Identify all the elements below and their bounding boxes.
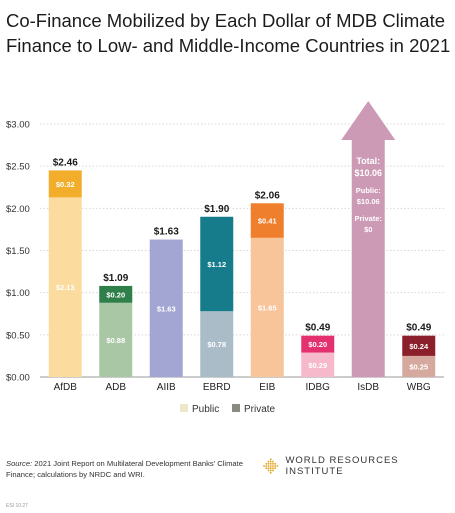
isdb-total-label: Total: — [356, 156, 380, 166]
wri-logo-text: WORLD RESOURCES INSTITUTE — [285, 455, 455, 477]
source-label: Source: — [6, 459, 32, 468]
x-category-label: ADB — [105, 382, 126, 393]
y-tick-label: $3.00 — [6, 120, 30, 131]
isdb-total-value: $10.06 — [354, 168, 382, 178]
y-axis-ticks: $0.00 $0.50 $1.00 $1.50 $2.00 $2.50 $3.00 — [6, 120, 30, 384]
data-label-total: $0.49 — [406, 323, 431, 334]
isdb-off-scale-arrow: Total: $10.06 Public: $10.06 Private: $0 — [341, 101, 395, 377]
isdb-public-label: Public: — [356, 186, 381, 195]
y-tick-label: $2.00 — [6, 204, 30, 215]
data-label-public: $0.88 — [106, 336, 125, 345]
x-category-label: WBG — [407, 382, 431, 393]
data-label-public: $0.29 — [308, 361, 327, 370]
legend-swatch-public — [180, 404, 188, 412]
data-label-total: $0.49 — [305, 323, 330, 334]
y-tick-label: $2.50 — [6, 162, 30, 173]
x-category-label: EBRD — [203, 382, 231, 393]
isdb-private-value: $0 — [364, 225, 372, 234]
data-label-private: $0.20 — [308, 340, 327, 349]
y-tick-label: $1.50 — [6, 246, 30, 257]
x-axis-categories: AfDB ADB AIIB EBRD EIB IDBG IsDB WBG — [54, 382, 431, 393]
y-tick-label: $1.00 — [6, 288, 30, 299]
legend: Public Private — [180, 404, 276, 415]
legend-swatch-private — [232, 404, 240, 412]
logo-dot — [272, 467, 274, 469]
logo-dot — [276, 465, 278, 467]
logo-dot — [265, 467, 267, 469]
data-label-public: $2.13 — [56, 283, 75, 292]
data-label-total: $2.06 — [255, 190, 280, 201]
logo-dot — [272, 470, 274, 472]
logo-dot — [272, 465, 274, 467]
data-label-total: $1.63 — [154, 227, 179, 238]
source-text: 2021 Joint Report on Multilateral Develo… — [6, 459, 243, 479]
off-scale-arrow-isdb — [341, 101, 395, 377]
logo-dot — [270, 470, 272, 472]
y-tick-label: $0.50 — [6, 330, 30, 341]
wri-logo-icon — [262, 457, 279, 475]
logo-dot — [270, 472, 272, 474]
logo-dot — [272, 463, 274, 465]
logo-dot — [268, 470, 270, 472]
data-label-total: $1.09 — [103, 273, 128, 284]
data-label-total: $2.46 — [53, 157, 78, 168]
logo-dot — [265, 463, 267, 465]
logo-dot — [268, 461, 270, 463]
wri-logo: WORLD RESOURCES INSTITUTE — [262, 455, 455, 477]
x-category-label: IDBG — [306, 382, 331, 393]
figure-code: ESI 10.27 — [6, 503, 28, 509]
logo-dot — [265, 465, 267, 467]
logo-dot — [263, 465, 265, 467]
data-label-private: $0.41 — [258, 217, 277, 226]
data-label-public: $0.78 — [207, 340, 226, 349]
logo-dot — [268, 465, 270, 467]
logo-dot — [270, 461, 272, 463]
logo-dot — [272, 461, 274, 463]
source-note: Source: 2021 Joint Report on Multilatera… — [6, 458, 256, 480]
isdb-public-value: $10.06 — [357, 197, 380, 206]
data-label-private: $0.20 — [106, 290, 125, 299]
data-label-private: $0.24 — [409, 342, 429, 351]
data-label-total: $1.90 — [204, 204, 229, 215]
data-label-private: $1.12 — [207, 260, 226, 269]
isdb-private-label: Private: — [354, 214, 382, 223]
logo-dot — [270, 463, 272, 465]
y-tick-label: $0.00 — [6, 373, 30, 384]
stacked-bar-chart: $0.00 $0.50 $1.00 $1.50 $2.00 $2.50 $3.00 $2.1… — [0, 0, 455, 440]
x-category-label: IsDB — [357, 382, 379, 393]
logo-dot — [274, 463, 276, 465]
logo-dot — [274, 467, 276, 469]
data-label-public: $1.63 — [157, 304, 176, 313]
logo-dot — [270, 458, 272, 460]
legend-label-private: Private — [244, 404, 276, 415]
x-category-label: AIIB — [157, 382, 176, 393]
data-label-public: $0.25 — [409, 362, 428, 371]
legend-label-public: Public — [192, 404, 219, 415]
logo-dot — [270, 465, 272, 467]
logo-dot — [268, 463, 270, 465]
logo-dot — [270, 467, 272, 469]
x-category-label: AfDB — [54, 382, 78, 393]
logo-dot — [268, 467, 270, 469]
data-label-public: $1.65 — [258, 303, 277, 312]
x-category-label: EIB — [259, 382, 275, 393]
data-label-private: $0.32 — [56, 180, 75, 189]
logo-dot — [274, 465, 276, 467]
